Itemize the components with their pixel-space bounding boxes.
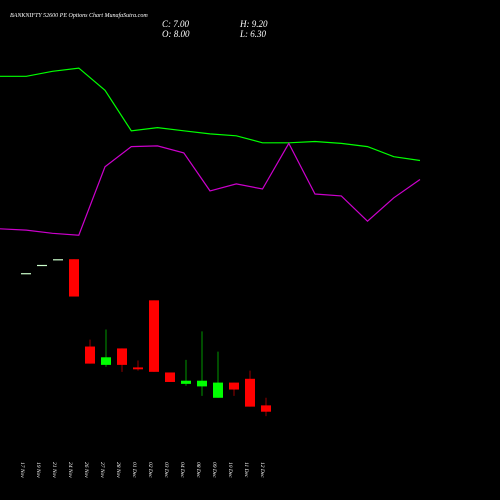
- candle-body: [69, 259, 79, 297]
- x-tick-label: 24 Nov: [67, 462, 74, 478]
- indicator-line: [0, 67, 421, 162]
- x-tick-label: 01 Dec: [131, 462, 137, 478]
- candle-body: [21, 273, 31, 275]
- candle-body: [261, 405, 271, 412]
- x-tick-label: 10 Dec: [227, 462, 233, 478]
- x-tick-label: 09 Dec: [211, 462, 217, 478]
- chart-title: BANKNIFTY 52600 PE Options Chart MunafaS…: [10, 12, 148, 19]
- candle-body: [149, 300, 159, 372]
- candle-body: [85, 346, 95, 364]
- high-label: H: 9.20: [239, 19, 268, 29]
- close-label: C: 7.00: [162, 19, 190, 29]
- candle-body: [53, 259, 63, 261]
- candle-body: [181, 380, 191, 384]
- indicator-line: [0, 142, 421, 236]
- x-tick-label: 03 Dec: [163, 462, 169, 478]
- candle-body: [117, 348, 127, 365]
- candle-body: [37, 264, 47, 267]
- candle-body: [245, 378, 255, 407]
- x-tick-label: 12 Dec: [259, 462, 265, 478]
- candle-body: [197, 380, 207, 387]
- candle-body: [229, 382, 239, 390]
- x-tick-label: 04 Dec: [179, 462, 186, 478]
- x-tick-label: 28 Nov: [115, 462, 121, 478]
- open-label: O: 8.00: [162, 29, 190, 39]
- x-tick-label: 21 Nov: [51, 462, 57, 478]
- candle-body: [133, 367, 143, 370]
- x-tick-label: 27 Nov: [99, 462, 105, 478]
- x-tick-label: 11 Dec: [243, 462, 249, 478]
- x-tick-label: 17 Nov: [19, 462, 25, 478]
- candle-body: [213, 382, 223, 398]
- x-tick-label: 08 Dec: [195, 462, 201, 478]
- candle-body: [165, 372, 175, 382]
- x-tick-label: 02 Dec: [147, 462, 153, 478]
- candle-body: [101, 357, 111, 365]
- x-tick-label: 26 Nov: [83, 462, 89, 478]
- low-label: L: 6.30: [239, 29, 267, 39]
- x-tick-label: 19 Nov: [35, 462, 41, 478]
